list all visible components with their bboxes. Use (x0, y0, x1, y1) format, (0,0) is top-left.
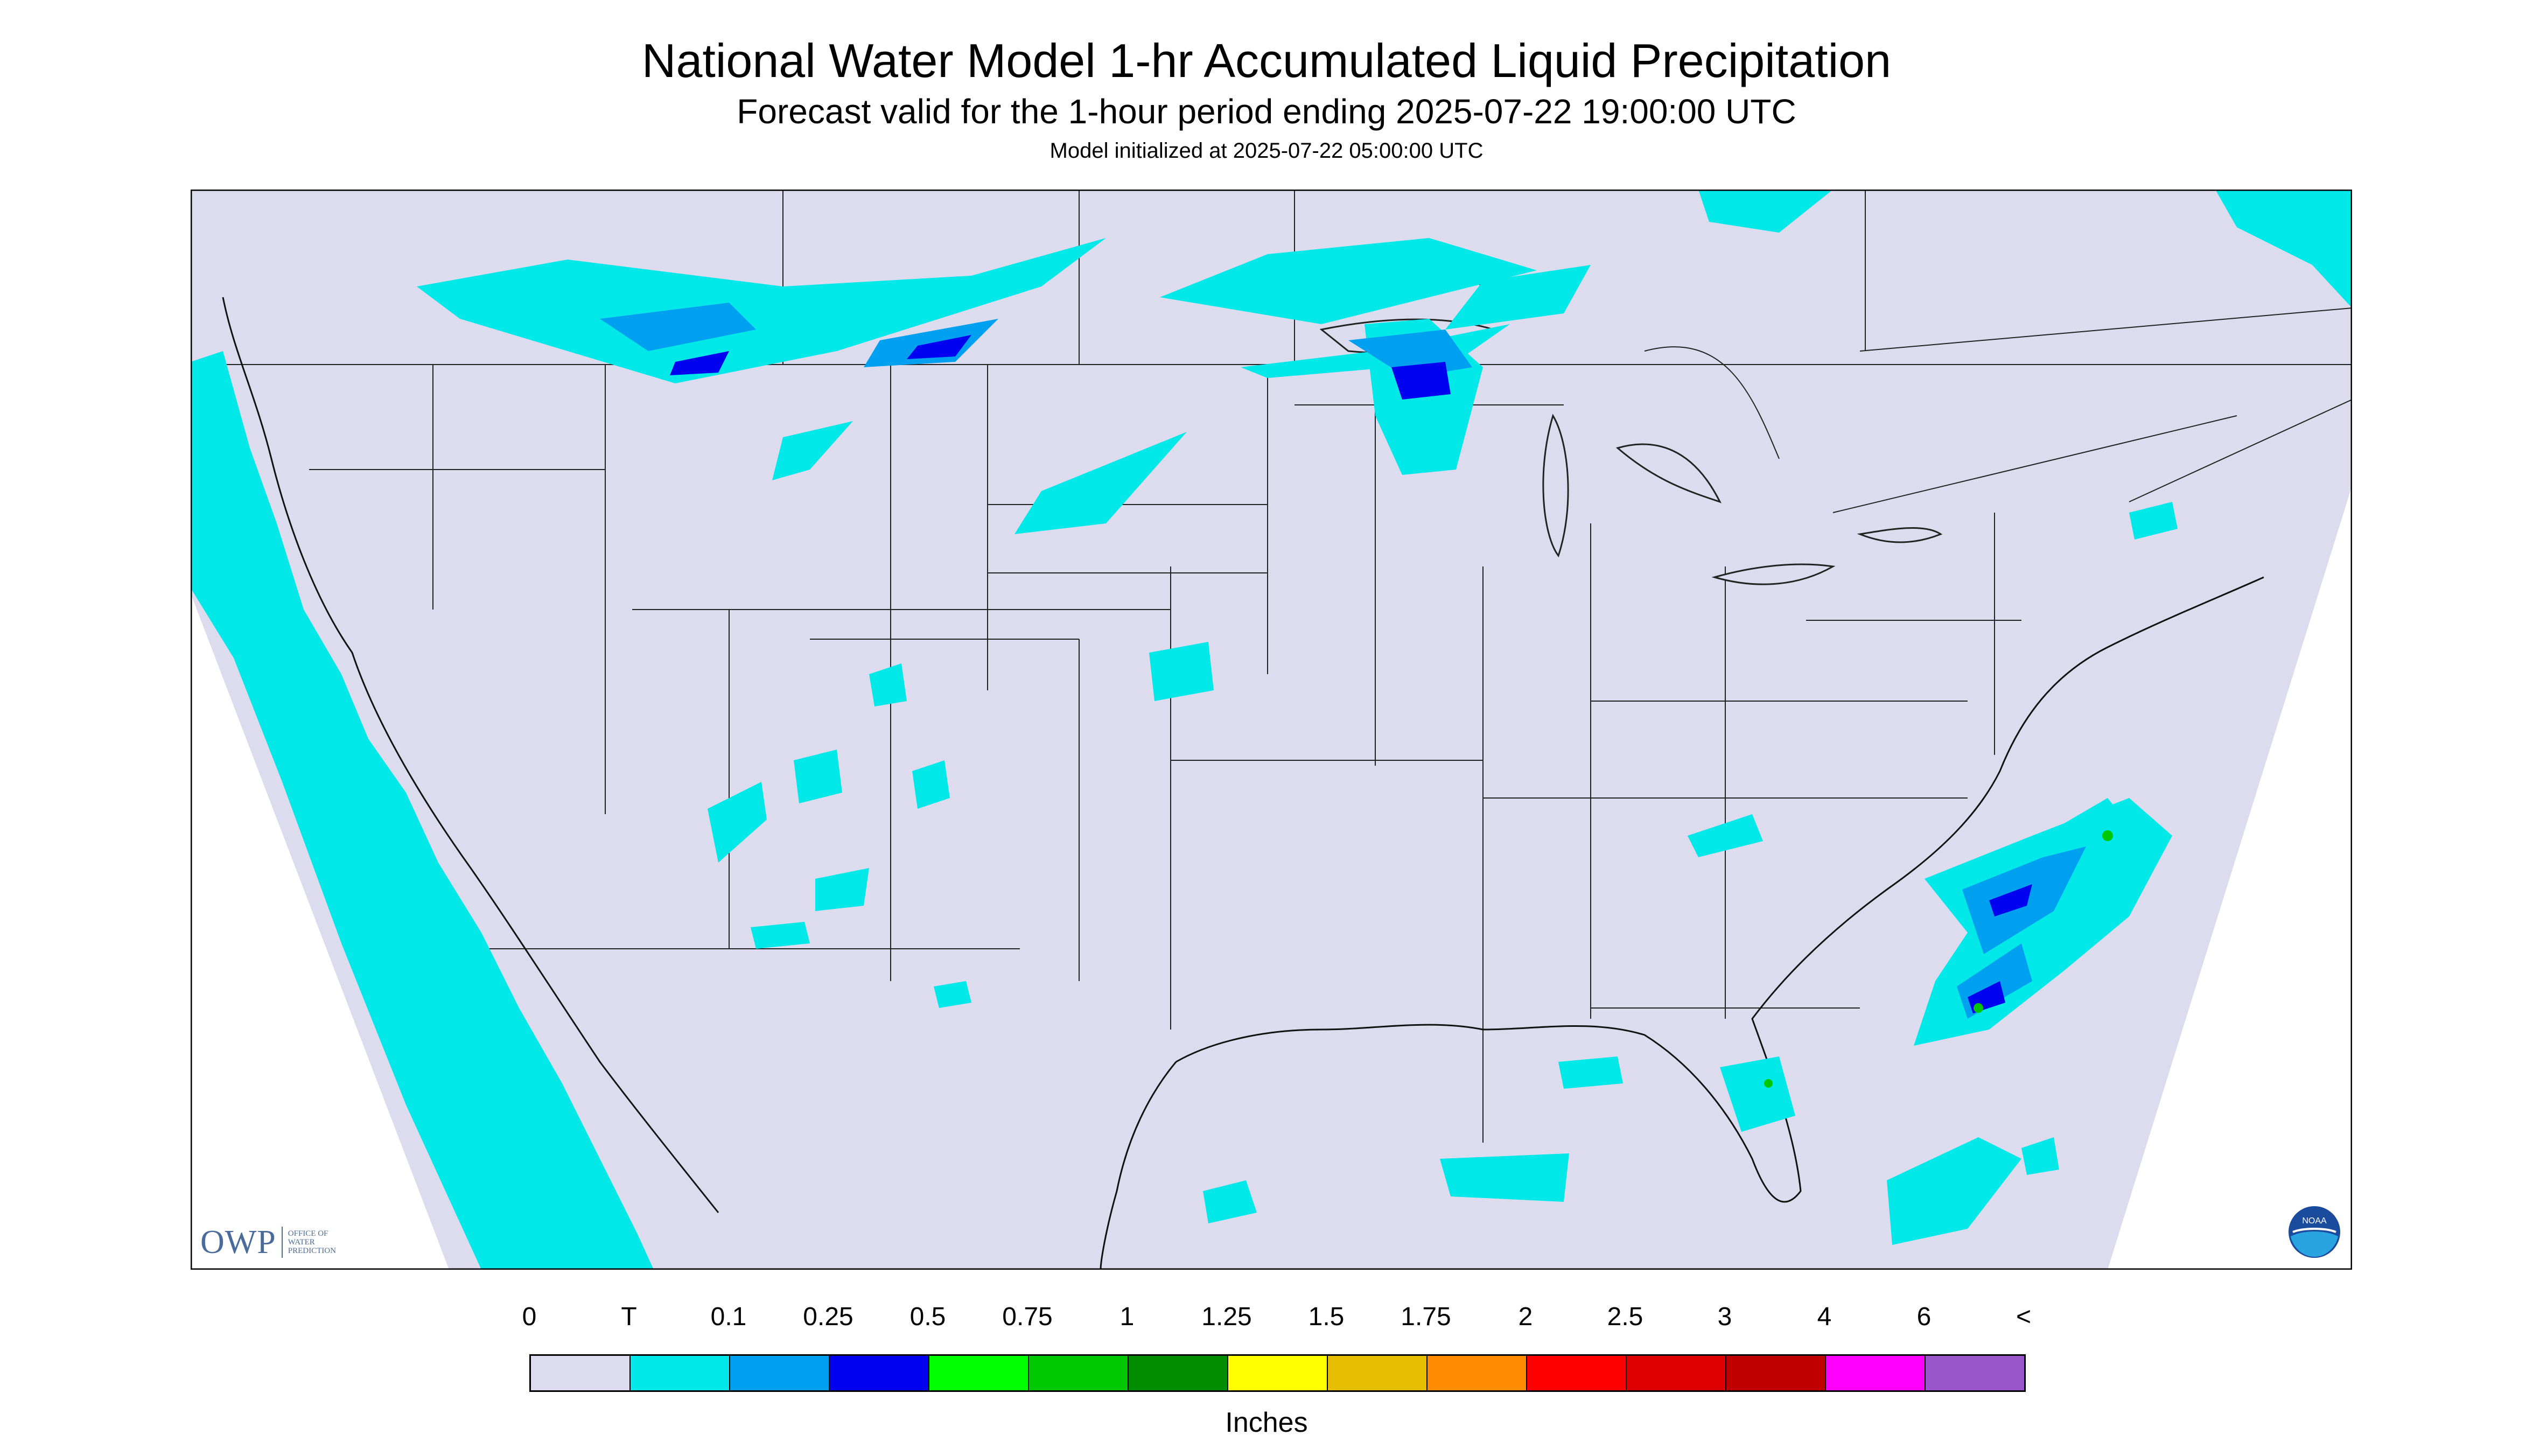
legend-tick-label: 3 (1717, 1303, 1732, 1331)
chart-title: National Water Model 1-hr Accumulated Li… (641, 34, 1892, 87)
precip-heavy-southeast (1764, 830, 2113, 1088)
legend-swatch (928, 1356, 1028, 1390)
legend-swatch (629, 1356, 729, 1390)
precip-moderate-north (670, 335, 1451, 400)
legend-swatch (1725, 1356, 1825, 1390)
legend-tick-label: 2.5 (1607, 1303, 1643, 1331)
precipitation-map (191, 190, 2352, 1270)
outside-projection-west (191, 593, 449, 1270)
legend-tick-label: 1.5 (1308, 1303, 1345, 1331)
legend-swatch (729, 1356, 829, 1390)
legend-swatch (1426, 1356, 1526, 1390)
owp-logo-divider (281, 1227, 283, 1258)
legend-colorbar (529, 1354, 2026, 1392)
legend-tick-label: 1 (1119, 1303, 1135, 1331)
legend-tick-label: 0.25 (803, 1303, 853, 1331)
precip-trace-west-ocean (191, 351, 654, 1270)
legend-tick-label: 2 (1518, 1303, 1533, 1331)
model-init-line: Model initialized at 2025-07-22 05:00:00… (1049, 139, 1484, 163)
legend-tick-label: 0.75 (1002, 1303, 1053, 1331)
legend-tick-label: 0.1 (710, 1303, 747, 1331)
outside-projection-east (2108, 486, 2352, 1270)
precip-trace-southeast (1440, 502, 2178, 1245)
legend-tick-label: 6 (1916, 1303, 1932, 1331)
legend-swatch (1128, 1356, 1227, 1390)
map-frame (191, 190, 2352, 1270)
legend-tick-label: T (621, 1303, 637, 1331)
legend-swatch (829, 1356, 928, 1390)
owp-logo: OWP OFFICE OF WATER PREDICTION (200, 1223, 336, 1261)
legend-tick-label: 1.75 (1401, 1303, 1451, 1331)
legend-swatch (1825, 1356, 1925, 1390)
owp-logo-text: OWP (200, 1223, 276, 1261)
chart-subtitle: Forecast valid for the 1-hour period end… (737, 92, 1796, 131)
legend-swatch (1327, 1356, 1426, 1390)
legend-tick-label: < (2016, 1303, 2032, 1331)
legend-tick-label: 1.25 (1201, 1303, 1252, 1331)
legend-swatch (1925, 1356, 2024, 1390)
noaa-logo: NOAA (2289, 1206, 2340, 1258)
legend-units-label: Inches (1225, 1407, 1308, 1438)
legend-swatch (1626, 1356, 1725, 1390)
legend-labels: 0 T 0.1 0.25 0.5 0.75 1 1.25 1.5 1.75 2 2.5 3 4 6 < (0, 1302, 2533, 1340)
legend-swatch (531, 1356, 629, 1390)
owp-logo-subtitle: OFFICE OF WATER PREDICTION (288, 1229, 336, 1255)
legend-swatch (1227, 1356, 1327, 1390)
legend-tick-label: 0 (522, 1303, 537, 1331)
legend-tick-label: 4 (1817, 1303, 1832, 1331)
precip-trace-southwest (708, 642, 1257, 1223)
legend-swatch (1526, 1356, 1626, 1390)
legend-swatch (1028, 1356, 1128, 1390)
noaa-logo-text: NOAA (2302, 1216, 2327, 1226)
legend-tick-label: 0.5 (909, 1303, 946, 1331)
